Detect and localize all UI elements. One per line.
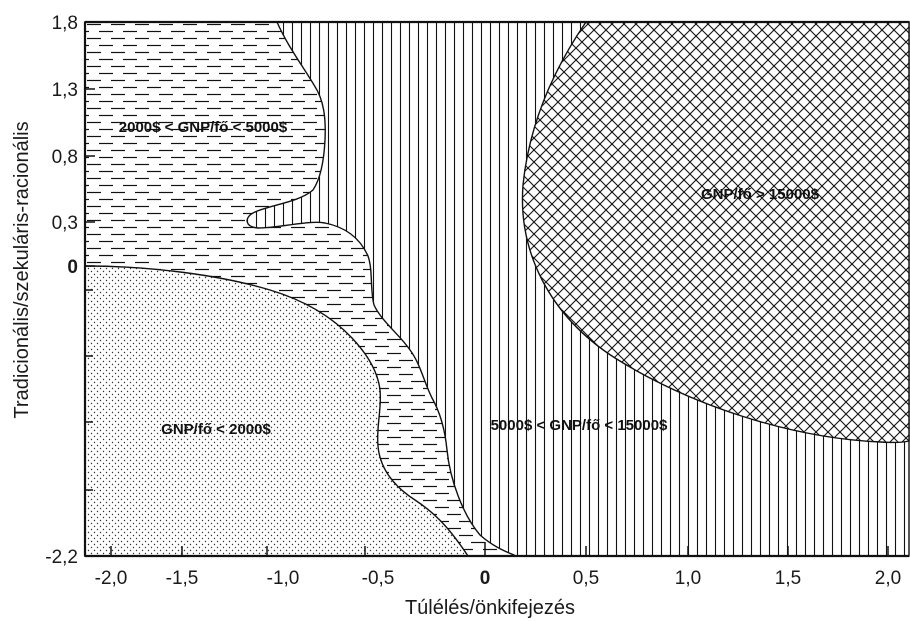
x-tick-label: -0,5: [362, 568, 395, 589]
x-tick-label: 2,0: [875, 568, 901, 589]
x-axis-title: Túlélés/önkifejezés: [405, 597, 575, 619]
region-label-2000-5000: 2000$ < GNP/fő < 5000$: [119, 119, 288, 136]
y-tick-label: -2,2: [45, 547, 78, 568]
x-tick-label: -1,0: [267, 568, 300, 589]
region-below-2000: [84, 265, 470, 557]
x-tick-label: 1,5: [775, 568, 801, 589]
y-axis-title: Tradicionális/szekuláris-racionális: [11, 121, 33, 418]
x-axis-ticks: [110, 542, 889, 556]
axes: [83, 20, 909, 558]
x-tick-label: 0: [480, 568, 491, 589]
y-axis-ticks: [85, 21, 95, 491]
region-label-above-15000: GNP/fő > 15000$: [701, 186, 820, 203]
region-label-below-2000: GNP/fő < 2000$: [161, 421, 271, 438]
region-labels: GNP/fő < 2000$ 2000$ < GNP/fő < 5000$ 50…: [119, 119, 820, 438]
y-tick-label: 0: [67, 257, 78, 278]
x-tick-label: 0,5: [573, 568, 599, 589]
y-tick-labels: 1,8 1,3 0,8 0,3 0 -2,2: [45, 13, 78, 568]
y-tick-label: 1,8: [52, 13, 78, 34]
x-tick-labels: -2,0 -1,5 -1,0 -0,5 0 0,5 1,0 1,5 2,0: [95, 568, 902, 589]
plot-area: [84, 21, 910, 557]
region-label-5000-15000: 5000$ < GNP/fő < 15000$: [491, 417, 668, 434]
y-tick-label: 1,3: [52, 80, 78, 101]
y-tick-label: 0,3: [52, 213, 78, 234]
y-tick-label: 0,8: [52, 147, 78, 168]
region-above-15000: [521, 21, 910, 444]
x-tick-label: 1,0: [675, 568, 701, 589]
x-tick-label: -1,5: [166, 568, 199, 589]
x-tick-label: -2,0: [95, 568, 128, 589]
